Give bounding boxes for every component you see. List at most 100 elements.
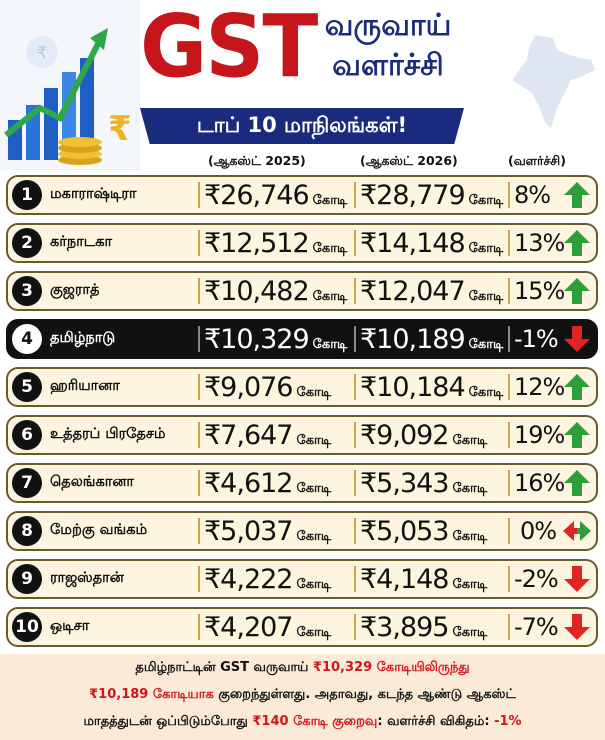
growth-rate: 19% [514,421,565,449]
state-row: 7 தெலங்கானா ₹4,612 கோடி ₹5,343 கோடி 16% [6,463,598,503]
amount-curr-value: ₹12,047 [360,276,466,307]
rank-badge: 6 [12,420,42,450]
state-name: தமிழ்நாடு [50,330,116,346]
amount-unit: கோடி [296,385,332,400]
column-header-curr: (ஆகஸ்ட் 2026) [360,153,458,168]
growth-rate: 13% [514,229,565,257]
amount-curr-value: ₹10,189 [360,324,466,355]
amount-unit: கோடி [452,529,488,544]
arrow-down-icon [562,324,592,354]
amount-unit: கோடி [468,193,504,208]
state-row: 2 கர்நாடகா ₹12,512 கோடி ₹14,148 கோடி 13% [6,223,598,263]
summary-line-1: தமிழ்நாட்டின் GST வருவாய் ₹10,329 கோடியி… [0,654,605,681]
divider [198,182,200,208]
arrow-up-icon [562,420,592,450]
growth-rate: -2% [514,565,559,593]
gst-title: GST [140,0,318,98]
amount-prev-value: ₹4,207 [204,612,293,643]
rank-badge: 5 [12,372,42,402]
divider [354,518,356,544]
amount-prev-value: ₹26,746 [204,180,310,211]
rank-badge: 3 [12,276,42,306]
amount-curr: ₹5,343 கோடி [360,465,487,501]
divider [508,518,510,544]
growth-rate: -7% [514,613,559,641]
summary-text: : வளர்ச்சி விகிதம்: [377,714,495,729]
state-name: குஜராத் [50,282,100,298]
svg-text:₹: ₹ [37,43,47,62]
amount-curr-value: ₹4,148 [360,564,449,595]
subtitle-line-2: வளர்ச்சி [332,48,444,83]
column-header-growth: (வளர்ச்சி) [508,153,566,168]
column-header-prev: (ஆகஸ்ட் 2025) [208,153,306,168]
arrow-left-right-icon [562,516,592,546]
growth-rate: 12% [514,373,565,401]
amount-curr: ₹9,092 கோடி [360,417,487,453]
amount-curr: ₹3,895 கோடி [360,609,487,645]
amount-unit: கோடி [452,433,488,448]
amount-unit: கோடி [296,577,332,592]
state-row: 1 மகாராஷ்டிரா ₹26,746 கோடி ₹28,779 கோடி 8% [6,175,598,215]
summary-text: தமிழ்நாட்டின் GST வருவாய் [135,660,313,675]
state-name: கர்நாடகா [50,234,113,250]
state-name: ஹரியானா [50,378,120,394]
amount-unit: கோடி [452,625,488,640]
rank-badge: 2 [12,228,42,258]
summary-highlight: ₹140 கோடி குறைவு [252,714,378,729]
top-10-banner: டாப் 10 மாநிலங்கள்! [140,108,464,144]
rank-badge: 4 [12,324,42,354]
amount-curr: ₹14,148 கோடி [360,225,503,261]
rank-badge: 7 [12,468,42,498]
amount-prev-value: ₹10,329 [204,324,310,355]
amount-curr: ₹10,184 கோடி [360,369,503,405]
amount-unit: கோடி [312,193,348,208]
summary-highlight: ₹10,189 கோடியாக [89,687,214,702]
summary-line-3: மாதத்துடன் ஒப்பிடும்போது ₹140 கோடி குறைவ… [0,708,605,735]
state-name: ஒடிசா [50,618,90,634]
amount-curr-value: ₹28,779 [360,180,466,211]
amount-curr-value: ₹14,148 [360,228,466,259]
state-name: மகாராஷ்டிரா [50,186,137,202]
amount-unit: கோடி [468,241,504,256]
rank-badge: 8 [12,516,42,546]
divider [198,518,200,544]
header: ₹ ₹ GST வருவாய் வளர்ச்சி டாப் 10 மாநிலங்… [0,0,605,170]
summary-text: குறைந்துள்ளது. அதாவது, கடந்த ஆண்டு ஆகஸ்ட… [213,687,516,702]
arrow-up-icon [562,228,592,258]
growth-rate: -1% [514,325,559,353]
arrow-up-icon [562,372,592,402]
divider [354,326,356,352]
divider [198,422,200,448]
amount-prev: ₹12,512 கோடி [204,225,347,261]
divider [508,182,510,208]
subtitle: வருவாய் வளர்ச்சி [308,6,468,86]
amount-curr-value: ₹5,053 [360,516,449,547]
amount-unit: கோடி [452,577,488,592]
amount-unit: கோடி [296,433,332,448]
divider [354,182,356,208]
amount-unit: கோடி [468,289,504,304]
amount-prev: ₹4,222 கோடி [204,561,331,597]
state-row: 9 ராஜஸ்தான் ₹4,222 கோடி ₹4,148 கோடி -2% [6,559,598,599]
amount-curr: ₹28,779 கோடி [360,177,503,213]
india-map-icon [513,35,595,128]
amount-prev: ₹26,746 கோடி [204,177,347,213]
amount-curr: ₹4,148 கோடி [360,561,487,597]
amount-unit: கோடி [468,337,504,352]
amount-prev-value: ₹12,512 [204,228,310,259]
amount-unit: கோடி [312,241,348,256]
divider [354,470,356,496]
divider [354,422,356,448]
state-row: 5 ஹரியானா ₹9,076 கோடி ₹10,184 கோடி 12% [6,367,598,407]
divider [354,230,356,256]
amount-unit: கோடி [468,385,504,400]
amount-curr: ₹5,053 கோடி [360,513,487,549]
divider [198,470,200,496]
arrow-up-icon [562,180,592,210]
state-row: 6 உத்தரப் பிரதேசம் ₹7,647 கோடி ₹9,092 கோடி 19% [6,415,598,455]
divider [508,566,510,592]
summary-highlight: -1% [494,714,522,729]
growth-chart-icon: ₹ ₹ [0,0,140,170]
amount-prev: ₹9,076 கோடி [204,369,331,405]
amount-curr: ₹12,047 கோடி [360,273,503,309]
